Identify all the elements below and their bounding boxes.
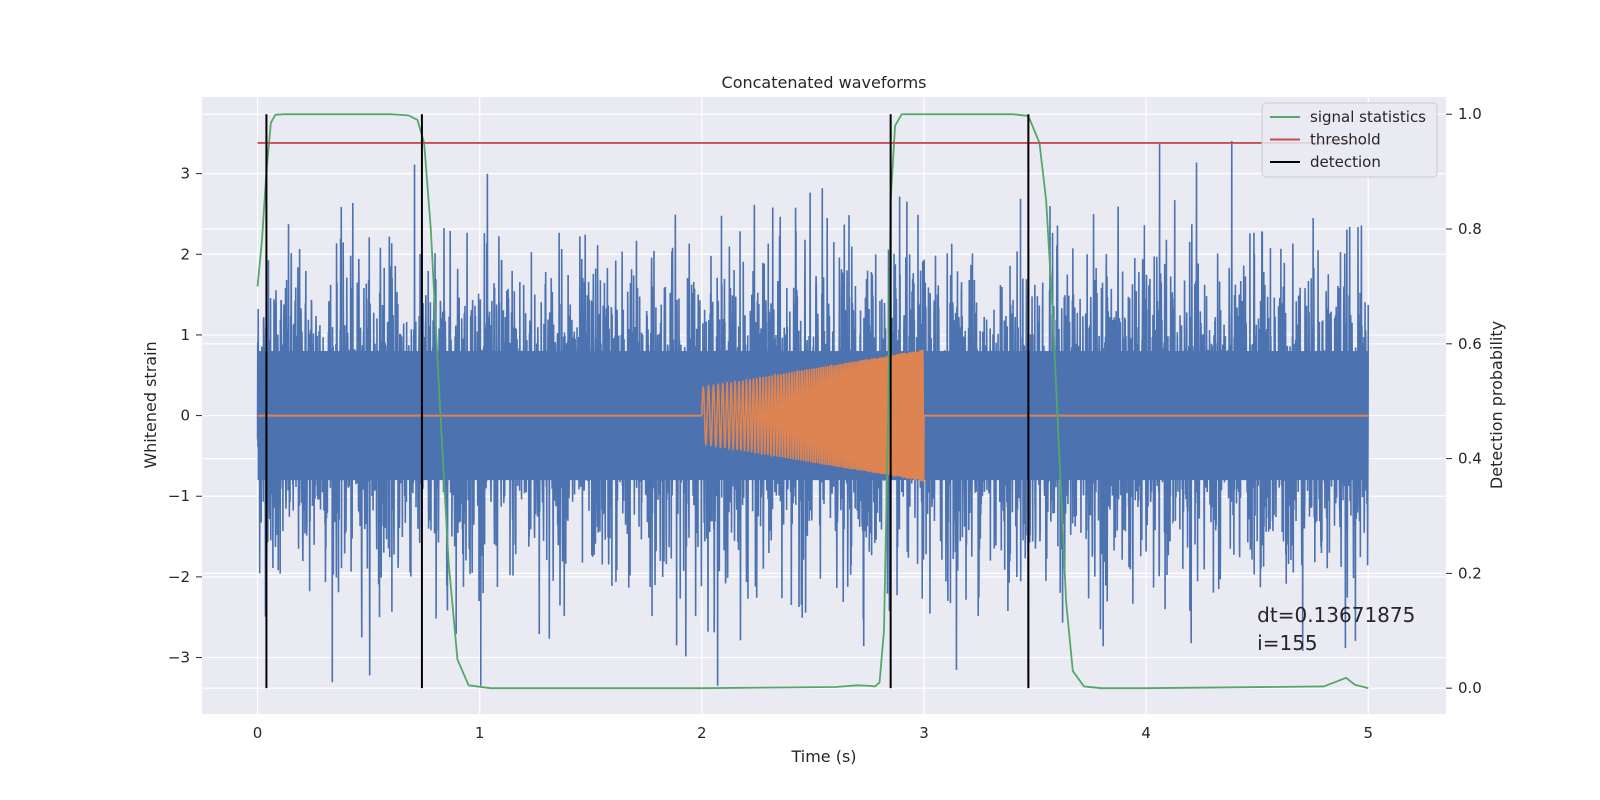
x-axis-label: Time (s) [790,747,856,766]
x-tick-label: 3 [919,724,929,742]
ticks: 0 1 2 3 4 5 −3 −2 −1 0 1 2 3 0.0 0.2 0.4 0.6 0.8 1.0 [168,105,1482,742]
x-tick-label: 0 [253,724,263,742]
y-tick-label: 3 [180,165,190,183]
chart-title: Concatenated waveforms [722,73,927,92]
y-right-axis-label: Detection probability [1487,321,1506,489]
legend: signal statistics threshold detection [1261,102,1438,178]
legend-label: detection [1310,153,1381,171]
legend-box [1261,102,1438,178]
y-right-tick-label: 1.0 [1458,105,1482,123]
legend-label: signal statistics [1310,108,1426,126]
y-tick-label: 1 [180,326,190,344]
signal-statistics-line [256,113,1369,690]
annotation-line: i=155 [1257,631,1318,655]
y-axis-label: Whitened strain [141,341,160,468]
chirp-series [257,349,1369,482]
y-tick-label: −3 [168,649,190,667]
y-tick-label: 0 [180,407,190,425]
y-tick-label: −2 [168,568,190,586]
annotation-line: dt=0.13671875 [1257,603,1415,627]
x-tick-label: 2 [697,724,707,742]
y-right-tick-label: 0.2 [1458,564,1482,582]
y-right-tick-label: 0.8 [1458,220,1482,238]
y-right-tick-label: 0.6 [1458,335,1482,353]
x-tick-label: 1 [475,724,485,742]
y-tick-label: −1 [168,487,190,505]
right-axis-series [256,113,1369,690]
y-right-tick-label: 0.0 [1458,679,1482,697]
x-tick-label: 4 [1141,724,1151,742]
chirp-line [701,349,925,482]
x-tick-label: 5 [1363,724,1373,742]
y-tick-label: 2 [180,245,190,263]
annotation: dt=0.13671875 i=155 [1257,603,1415,655]
legend-label: threshold [1310,131,1381,149]
y-right-tick-label: 0.4 [1458,450,1482,468]
